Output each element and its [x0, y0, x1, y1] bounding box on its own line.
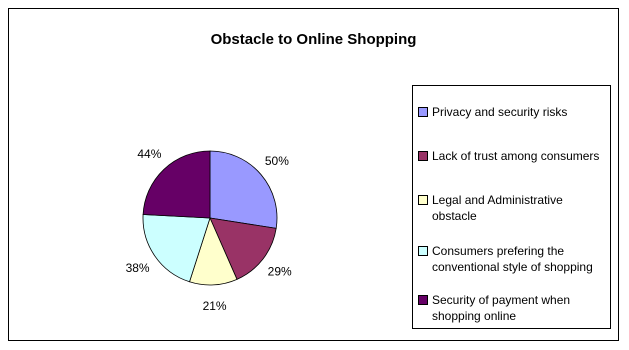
pie-slice: [209, 150, 278, 229]
legend-label: Security of payment when shopping online: [432, 293, 571, 323]
chart-area: Obstacle to Online Shopping 50% 29% 21% 38%…: [8, 8, 619, 341]
data-label: 29%: [268, 265, 292, 279]
data-label: 44%: [137, 147, 161, 161]
legend-item: Security of payment when shopping online: [418, 292, 608, 324]
legend-item: Consumers prefering the conventional sty…: [418, 243, 608, 275]
legend-label: Privacy and security risks: [432, 105, 568, 119]
legend-swatch: [418, 195, 428, 205]
legend-label: Consumers prefering the conventional sty…: [432, 244, 593, 274]
legend-item: Privacy and security risks: [418, 104, 608, 120]
legend-swatch: [418, 246, 428, 256]
legend-label: Lack of trust among consumers: [432, 149, 600, 163]
data-label: 21%: [203, 299, 227, 313]
legend-swatch: [418, 107, 428, 117]
legend-item: Lack of trust among consumers: [418, 148, 608, 164]
chart-title: Obstacle to Online Shopping: [210, 31, 417, 48]
legend: Privacy and security risks Lack of trust…: [412, 85, 611, 329]
pie-slice: [142, 214, 211, 283]
pie-slice: [209, 217, 277, 280]
data-label: 38%: [126, 261, 150, 275]
legend-swatch: [418, 295, 428, 305]
data-label: 50%: [265, 154, 289, 168]
legend-item: Legal and Administrative obstacle: [418, 192, 608, 224]
legend-label: Legal and Administrative obstacle: [432, 193, 563, 223]
legend-swatch: [418, 151, 428, 161]
pie-slice: [142, 150, 211, 219]
pie-plot: 50% 29% 21% 38% 44%: [126, 147, 292, 313]
